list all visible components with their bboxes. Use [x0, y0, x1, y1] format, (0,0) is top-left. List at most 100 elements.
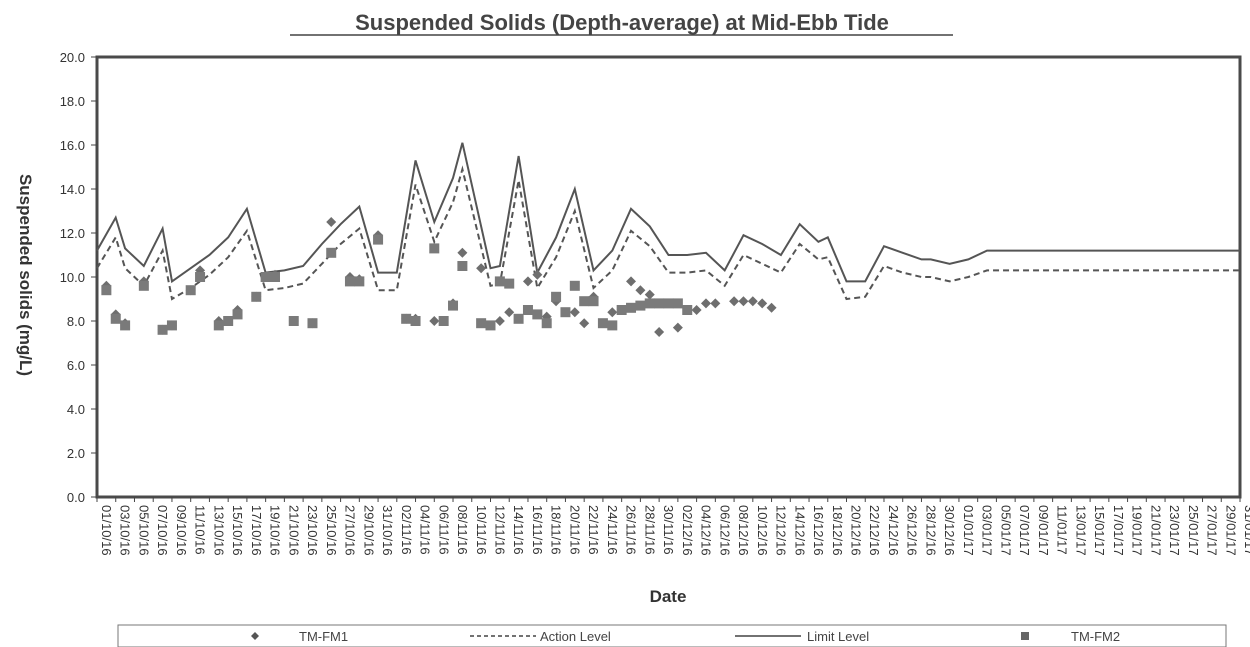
x-tick-label: 24/11/16 [605, 505, 620, 555]
x-tick-label: 26/11/16 [624, 505, 639, 555]
action-level-line [96, 165, 1240, 301]
y-tick-label: 10.0 [60, 270, 85, 285]
x-tick-label: 12/12/16 [774, 505, 789, 556]
tm-fm2-point [494, 276, 505, 287]
legend-marker-square [1021, 632, 1029, 640]
tm-fm1-point [654, 327, 665, 337]
tm-fm1-point [494, 316, 505, 326]
x-tick-label: 16/12/16 [811, 505, 826, 556]
x-tick-label: 30/12/16 [942, 505, 957, 556]
y-tick-label: 18.0 [60, 94, 85, 109]
tm-fm2-point [166, 320, 177, 331]
legend-label: Limit Level [807, 629, 869, 644]
x-tick-label: 03/10/16 [118, 505, 133, 556]
tm-fm2-point [569, 280, 580, 291]
x-tick-label: 22/12/16 [867, 505, 882, 556]
x-tick-label: 31/10/16 [380, 505, 395, 556]
tm-fm1-point [326, 217, 337, 227]
x-tick-label: 20/11/16 [567, 505, 582, 555]
x-tick-label: 31/01/17 [1242, 505, 1250, 556]
x-tick-label: 13/01/17 [1073, 505, 1088, 556]
tm-fm2-point [513, 313, 524, 324]
legend-marker-diamond [251, 632, 259, 640]
tm-fm2-point [157, 324, 168, 335]
tm-fm1-point [738, 296, 749, 307]
tm-fm2-point [195, 272, 206, 282]
x-tick-label: 25/10/16 [324, 505, 339, 556]
x-tick-label: 15/10/16 [230, 505, 245, 556]
x-tick-label: 20/12/16 [849, 505, 864, 556]
tm-fm1-point [504, 307, 515, 318]
x-axis-ticks: 01/10/16 03/10/16 05/10/16 07/10/16 09/10/16… [96, 497, 1250, 556]
tm-fm1-point [700, 298, 711, 309]
y-tick-label: 20.0 [60, 50, 85, 65]
tm-fm2-point [185, 285, 196, 296]
x-tick-label: 17/10/16 [249, 505, 264, 556]
legend: TM-FM1 Action Level Limit Level TM-FM2 [117, 624, 1227, 647]
tm-fm1-point [579, 318, 590, 329]
tm-fm1-point [747, 296, 758, 307]
x-tick-label: 27/10/16 [343, 505, 358, 556]
x-tick-label: 14/11/16 [511, 505, 526, 555]
x-tick-label: 29/01/17 [1223, 505, 1238, 556]
tm-fm2-point [541, 318, 552, 329]
tm-fm2-point [260, 272, 271, 282]
x-tick-label: 01/01/17 [961, 505, 976, 556]
x-tick-label: 18/12/16 [830, 505, 845, 556]
tm-fm2-point [522, 305, 533, 315]
tm-fm2-point [485, 320, 496, 331]
tm-fm2-point [288, 316, 299, 326]
x-tick-label: 11/10/16 [193, 505, 208, 555]
x-tick-label: 06/12/16 [717, 505, 732, 556]
x-tick-label: 21/10/16 [286, 505, 301, 556]
legend-label: TM-FM1 [299, 629, 348, 644]
x-tick-label: 17/01/17 [1111, 505, 1126, 556]
x-tick-label: 21/01/17 [1148, 505, 1163, 556]
tm-fm2-point [270, 272, 281, 282]
x-tick-label: 27/01/17 [1205, 505, 1220, 556]
tm-fm1-point [569, 307, 580, 318]
y-axis-title: Suspended solids (mg/L) [16, 174, 35, 376]
legend-item: TM-FM1 [251, 629, 348, 644]
tm-fm2-point [654, 298, 665, 309]
legend-label: TM-FM2 [1071, 629, 1120, 644]
x-tick-label: 04/12/16 [699, 505, 714, 556]
x-tick-label: 13/10/16 [211, 505, 226, 556]
tm-fm2-point [504, 278, 515, 289]
tm-fm2-point [560, 307, 571, 318]
x-tick-label: 09/10/16 [174, 505, 189, 556]
tm-fm2-point [476, 318, 487, 329]
tm-fm2-point [232, 309, 243, 320]
tm-fm2-point [110, 313, 121, 324]
series-layer [96, 142, 1240, 337]
x-tick-label: 22/11/16 [586, 505, 601, 555]
tm-fm2-point [682, 305, 693, 315]
x-tick-label: 30/11/16 [661, 505, 676, 555]
tm-fm2-point [672, 298, 683, 309]
x-tick-label: 02/12/16 [680, 505, 695, 556]
tm-fm1-point [476, 263, 487, 274]
x-tick-label: 05/01/17 [998, 505, 1013, 556]
y-tick-label: 16.0 [60, 138, 85, 153]
x-tick-label: 19/10/16 [268, 505, 283, 556]
tm-fm1-point [607, 307, 618, 318]
x-tick-label: 28/11/16 [642, 505, 657, 555]
limit-level-line [96, 142, 1240, 284]
x-tick-label: 01/10/16 [99, 505, 114, 556]
tm-fm2-point [138, 280, 149, 291]
y-tick-label: 8.0 [67, 314, 85, 329]
tm-fm2-point [410, 316, 421, 326]
tm-fm1-point [672, 322, 683, 333]
tm-fm2-point [251, 291, 262, 302]
tm-fm2-point [429, 243, 440, 254]
x-tick-label: 23/10/16 [305, 505, 320, 556]
tm-fm1-point [626, 276, 637, 287]
x-tick-label: 14/12/16 [792, 505, 807, 556]
tm-fm2-point [326, 247, 337, 258]
tm-fm1-point [644, 289, 655, 300]
x-tick-label: 18/11/16 [549, 505, 564, 555]
x-tick-label: 19/01/17 [1130, 505, 1145, 556]
y-tick-label: 14.0 [60, 182, 85, 197]
x-tick-label: 28/12/16 [923, 505, 938, 556]
